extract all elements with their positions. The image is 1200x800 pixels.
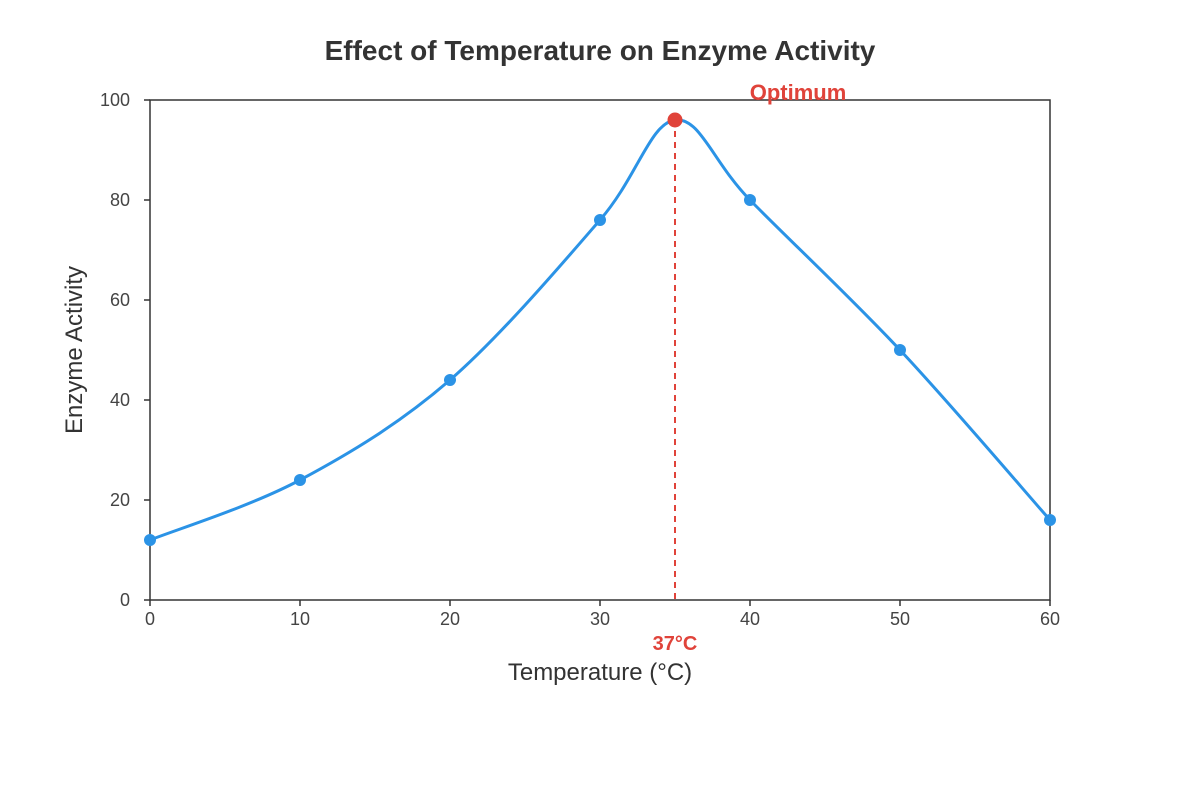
x-tick-label: 0: [145, 609, 155, 629]
y-tick-label: 40: [110, 390, 130, 410]
x-tick-label: 50: [890, 609, 910, 629]
series-line: [149, 118, 1052, 542]
y-axis-label: Enzyme Activity: [61, 266, 88, 434]
y-tick-label: 60: [110, 290, 130, 310]
x-tick-label: 10: [290, 609, 310, 629]
optimum-temperature-label: 37°C: [653, 633, 698, 655]
optimum-point: [667, 112, 683, 128]
data-point: [744, 194, 756, 206]
data-point: [594, 214, 606, 226]
plot-frame: [149, 99, 1051, 601]
y-tick-label: 20: [110, 490, 130, 510]
data-point: [444, 374, 456, 386]
x-tick-label: 60: [1040, 609, 1060, 629]
x-tick-label: 40: [740, 609, 760, 629]
x-tick-label: 30: [590, 609, 610, 629]
chart-title: Effect of Temperature on Enzyme Activity: [325, 35, 876, 66]
data-point: [294, 474, 306, 486]
data-point: [1044, 514, 1056, 526]
data-point: [144, 534, 156, 546]
y-tick-label: 0: [120, 590, 130, 610]
x-tick-label: 20: [440, 609, 460, 629]
y-tick-label: 80: [110, 190, 130, 210]
data-point: [894, 344, 906, 356]
y-tick-label: 100: [100, 90, 130, 110]
optimum-label: Optimum: [750, 80, 847, 105]
plot-area: 0 10 20 30 40 50 60 0 20 40 60 80 100 Optimum 37°C: [100, 80, 1060, 655]
x-axis-label: Temperature (°C): [508, 659, 692, 686]
